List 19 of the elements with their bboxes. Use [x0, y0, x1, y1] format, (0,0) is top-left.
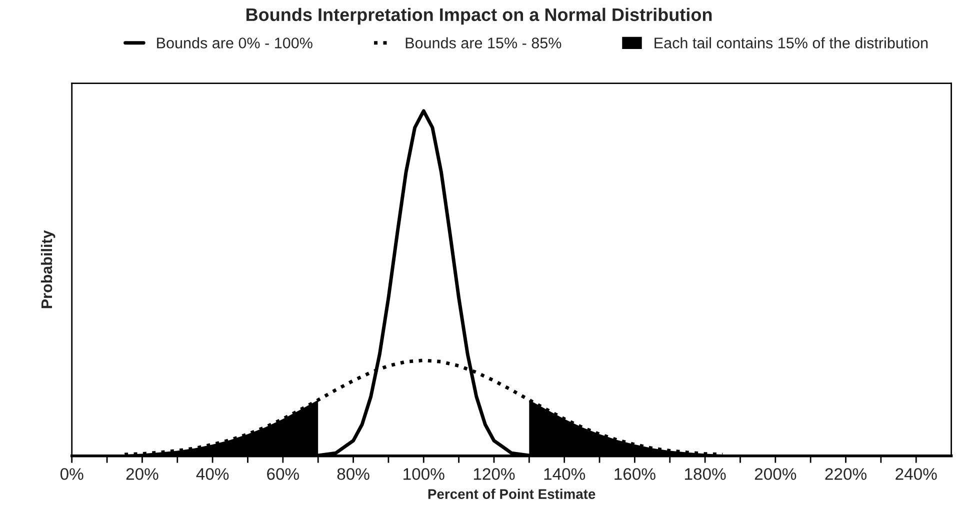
x-tick-label: 180%	[685, 468, 726, 480]
x-axis-title: Percent of Point Estimate	[428, 488, 596, 499]
x-tick-label: 140%	[544, 468, 586, 480]
x-tick-label: 40%	[196, 468, 229, 480]
legend-label: Each tail contains 15% of the distribution	[654, 37, 928, 48]
chart-title: Bounds Interpretation Impact on a Normal Distribution	[246, 8, 712, 25]
x-tick-label: 160%	[614, 468, 656, 480]
x-tick-label: 220%	[825, 468, 866, 480]
x-tick-label: 20%	[126, 468, 158, 480]
x-tick-label: 0%	[60, 468, 84, 480]
y-axis-title: Probability	[40, 230, 56, 308]
legend-label: Bounds are 0% - 100%	[157, 37, 312, 48]
x-tick-label: 60%	[267, 468, 300, 480]
x-tick-label: 120%	[474, 468, 515, 480]
x-tick-label: 80%	[337, 468, 370, 480]
x-tick-label: 240%	[896, 468, 937, 480]
x-tick-label: 200%	[754, 468, 796, 480]
legend-label: Bounds are 15% - 85%	[406, 37, 562, 48]
x-tick-label: 100%	[404, 468, 444, 480]
